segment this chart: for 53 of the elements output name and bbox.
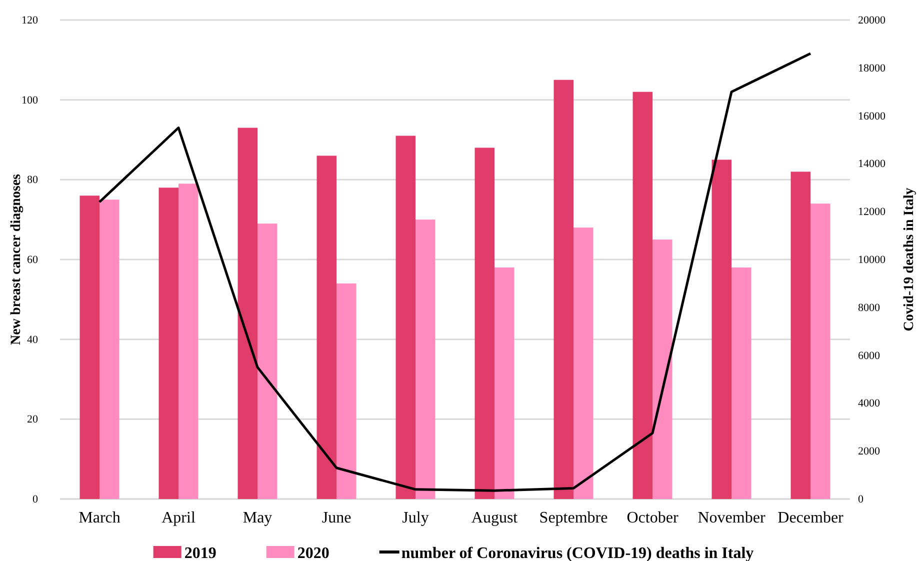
bar	[100, 200, 120, 499]
x-tick-label: March	[78, 509, 120, 526]
y-tick-label: 0	[32, 494, 38, 506]
x-tick-label: August	[471, 509, 518, 526]
bar	[732, 267, 752, 499]
bar	[574, 228, 594, 499]
bar	[652, 240, 672, 499]
bar	[810, 204, 830, 499]
y-tick-label: 20	[27, 414, 38, 426]
y2-axis-title: Covid-19 deaths in Italy	[902, 188, 917, 332]
bar	[178, 184, 198, 499]
bar	[316, 156, 336, 499]
x-tick-label: December	[778, 509, 844, 526]
bar	[554, 80, 574, 499]
bar	[258, 224, 278, 499]
bar	[632, 92, 652, 499]
y2-tick-label: 0	[858, 494, 864, 506]
bar	[158, 188, 178, 499]
bar	[474, 148, 494, 499]
y2-tick-label: 4000	[858, 398, 880, 410]
y2-tick-label: 14000	[858, 158, 886, 170]
x-tick-label: October	[626, 509, 679, 526]
y2-tick-label: 2000	[858, 446, 880, 458]
x-tick-label: July	[402, 509, 429, 526]
y-tick-label: 80	[27, 174, 38, 186]
bar	[416, 220, 436, 499]
legend-label: 2019	[184, 545, 216, 561]
x-tick-label: May	[242, 509, 272, 526]
y-tick-label: 100	[22, 94, 38, 106]
bar	[494, 267, 514, 499]
y-tick-label: 120	[22, 14, 38, 27]
y-tick-label: 60	[27, 254, 38, 266]
x-tick-label: April	[162, 509, 196, 526]
bar	[238, 128, 258, 499]
y-axis-title: New breast cancer diagnoses	[9, 173, 24, 345]
y2-tick-label: 16000	[858, 110, 886, 122]
y-tick-label: 40	[27, 334, 38, 346]
y2-tick-label: 8000	[858, 302, 880, 314]
bar	[790, 172, 810, 499]
legend-label: 2020	[297, 545, 330, 561]
bar	[396, 136, 416, 499]
bar	[336, 283, 356, 499]
line-series	[98, 52, 812, 492]
bar	[712, 160, 732, 499]
y2-tick-label: 20000	[858, 14, 886, 27]
bar	[80, 196, 100, 499]
x-tick-label: June	[322, 509, 352, 526]
x-tick-label: November	[698, 509, 766, 526]
x-tick-label: Septembre	[539, 509, 608, 526]
y2-tick-label: 18000	[858, 62, 886, 74]
y2-tick-label: 6000	[858, 350, 880, 362]
y2-tick-label: 10000	[858, 254, 886, 266]
y2-tick-label: 12000	[858, 206, 886, 218]
